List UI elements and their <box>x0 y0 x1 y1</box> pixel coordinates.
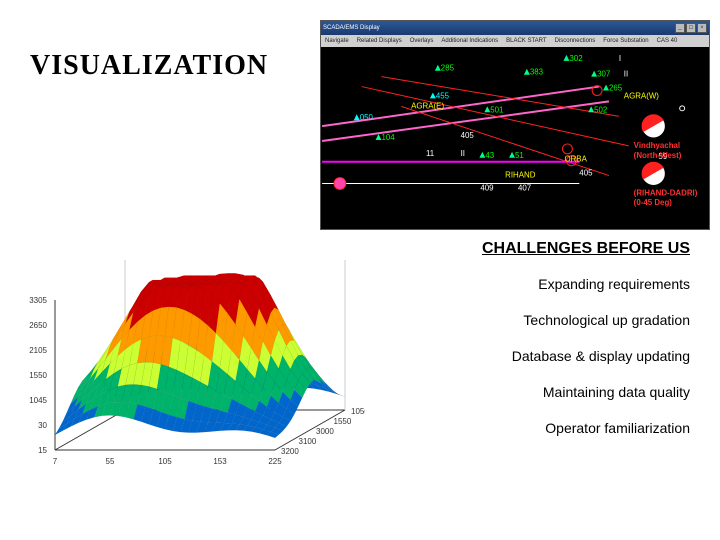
svg-text:43: 43 <box>485 151 494 160</box>
challenges-item: Expanding requirements <box>482 276 690 292</box>
svg-text:407: 407 <box>518 183 531 192</box>
svg-text:(RIHAND-DADRI): (RIHAND-DADRI) <box>634 188 698 197</box>
scada-menubar: Navigate Related Displays Overlays Addit… <box>321 35 709 47</box>
scada-canvas: 302I285383307II26545505050150210440511II… <box>321 47 709 229</box>
svg-text:501: 501 <box>490 105 504 114</box>
scada-svg: 302I285383307II26545505050150210440511II… <box>321 47 709 229</box>
svg-text:265: 265 <box>609 84 623 93</box>
menu-item: Overlays <box>410 38 434 44</box>
challenges-heading: CHALLENGES BEFORE US <box>482 240 690 258</box>
svg-text:3100: 3100 <box>299 437 317 446</box>
svg-text:405: 405 <box>461 131 475 140</box>
svg-text:30: 30 <box>38 421 47 430</box>
svg-text:104: 104 <box>381 133 395 142</box>
scada-screenshot: SCADA/EMS Display _ □ × Navigate Related… <box>320 20 710 230</box>
svg-text:405: 405 <box>579 169 593 178</box>
challenges-item: Maintaining data quality <box>482 384 690 400</box>
slide-title: VISUALIZATION <box>30 50 268 82</box>
svg-text:3000: 3000 <box>316 427 334 436</box>
svg-text:225: 225 <box>268 457 282 466</box>
svg-text:1550: 1550 <box>334 417 352 426</box>
svg-text:11: 11 <box>426 149 435 158</box>
scada-window-buttons: _ □ × <box>675 23 707 33</box>
svg-text:2105: 2105 <box>29 346 47 355</box>
svg-text:ORBA: ORBA <box>564 155 587 164</box>
svg-text:(North-West): (North-West) <box>634 151 682 160</box>
scada-window-title: SCADA/EMS Display <box>323 25 380 31</box>
svg-text:307: 307 <box>597 70 610 79</box>
surface-plot: 3305 2650 2105 1550 1045 30 15 7 55 105 153 2253200… <box>5 250 365 500</box>
menu-item: Related Displays <box>357 38 402 44</box>
surface-svg: 3305 2650 2105 1550 1045 30 15 7 55 105 153 2253200… <box>5 250 365 500</box>
svg-text:1550: 1550 <box>29 371 47 380</box>
svg-text:I: I <box>619 54 621 63</box>
menu-item: CAS 40 <box>657 38 678 44</box>
menu-item: Navigate <box>325 38 349 44</box>
svg-text:105: 105 <box>158 457 172 466</box>
svg-text:1050: 1050 <box>351 407 365 416</box>
svg-text:Vindhyachal: Vindhyachal <box>634 141 680 150</box>
menu-item: Force Substation <box>603 38 648 44</box>
svg-text:302: 302 <box>569 54 582 63</box>
svg-text:409: 409 <box>480 183 494 192</box>
svg-text:II: II <box>624 70 628 79</box>
svg-text:502: 502 <box>594 105 607 114</box>
svg-text:15: 15 <box>38 446 47 455</box>
svg-text:2650: 2650 <box>29 321 47 330</box>
minimize-icon: _ <box>675 23 685 33</box>
svg-text:1045: 1045 <box>29 396 47 405</box>
menu-item: Additional Indications <box>441 38 498 44</box>
challenges-item: Operator familiarization <box>482 420 690 436</box>
svg-text:383: 383 <box>530 68 544 77</box>
challenges-item: Database & display updating <box>482 348 690 364</box>
challenges-block: CHALLENGES BEFORE US Expanding requireme… <box>482 240 690 456</box>
challenges-item: Technological up gradation <box>482 312 690 328</box>
menu-item: BLACK START <box>506 38 546 44</box>
svg-text:RIHAND: RIHAND <box>505 171 536 180</box>
scada-window-titlebar: SCADA/EMS Display _ □ × <box>321 21 709 35</box>
close-icon: × <box>697 23 707 33</box>
svg-text:050: 050 <box>360 113 374 122</box>
svg-text:3200: 3200 <box>281 447 299 456</box>
svg-text:3305: 3305 <box>29 296 47 305</box>
svg-text:II: II <box>461 149 465 158</box>
svg-text:(0-45 Deg): (0-45 Deg) <box>634 198 673 207</box>
svg-text:AGRA(W): AGRA(W) <box>624 91 660 100</box>
svg-text:51: 51 <box>515 151 524 160</box>
svg-text:455: 455 <box>436 91 450 100</box>
menu-item: Disconnections <box>555 38 596 44</box>
svg-text:153: 153 <box>213 457 227 466</box>
svg-text:285: 285 <box>441 64 455 73</box>
maximize-icon: □ <box>686 23 696 33</box>
svg-text:AGRA(E): AGRA(E) <box>411 101 444 110</box>
svg-text:7: 7 <box>53 457 58 466</box>
svg-text:55: 55 <box>106 457 115 466</box>
